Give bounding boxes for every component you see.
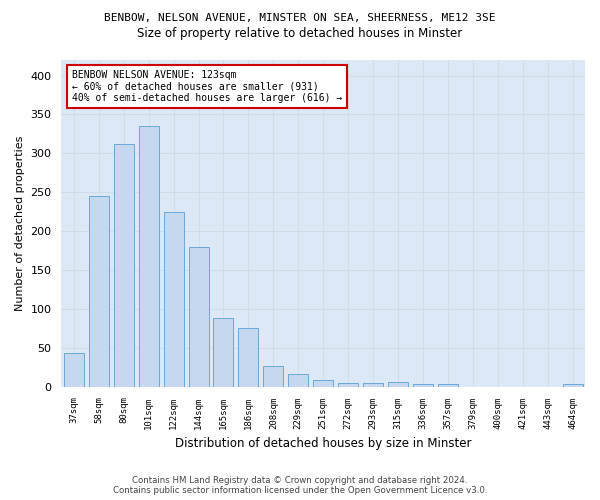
Y-axis label: Number of detached properties: Number of detached properties: [15, 136, 25, 311]
Bar: [413, 384, 433, 386]
Bar: [438, 384, 458, 386]
Bar: [313, 380, 333, 386]
Bar: [563, 384, 583, 386]
Bar: [363, 383, 383, 386]
Bar: [338, 383, 358, 386]
Bar: [214, 318, 233, 386]
Bar: [188, 246, 209, 386]
X-axis label: Distribution of detached houses by size in Minster: Distribution of detached houses by size …: [175, 437, 472, 450]
Bar: [64, 353, 84, 386]
Text: BENBOW, NELSON AVENUE, MINSTER ON SEA, SHEERNESS, ME12 3SE: BENBOW, NELSON AVENUE, MINSTER ON SEA, S…: [104, 12, 496, 22]
Bar: [139, 126, 158, 386]
Bar: [263, 366, 283, 386]
Text: BENBOW NELSON AVENUE: 123sqm
← 60% of detached houses are smaller (931)
40% of s: BENBOW NELSON AVENUE: 123sqm ← 60% of de…: [72, 70, 342, 103]
Text: Contains HM Land Registry data © Crown copyright and database right 2024.
Contai: Contains HM Land Registry data © Crown c…: [113, 476, 487, 495]
Bar: [114, 144, 134, 386]
Bar: [388, 382, 408, 386]
Bar: [164, 212, 184, 386]
Text: Size of property relative to detached houses in Minster: Size of property relative to detached ho…: [137, 28, 463, 40]
Bar: [89, 196, 109, 386]
Bar: [238, 328, 259, 386]
Bar: [288, 374, 308, 386]
